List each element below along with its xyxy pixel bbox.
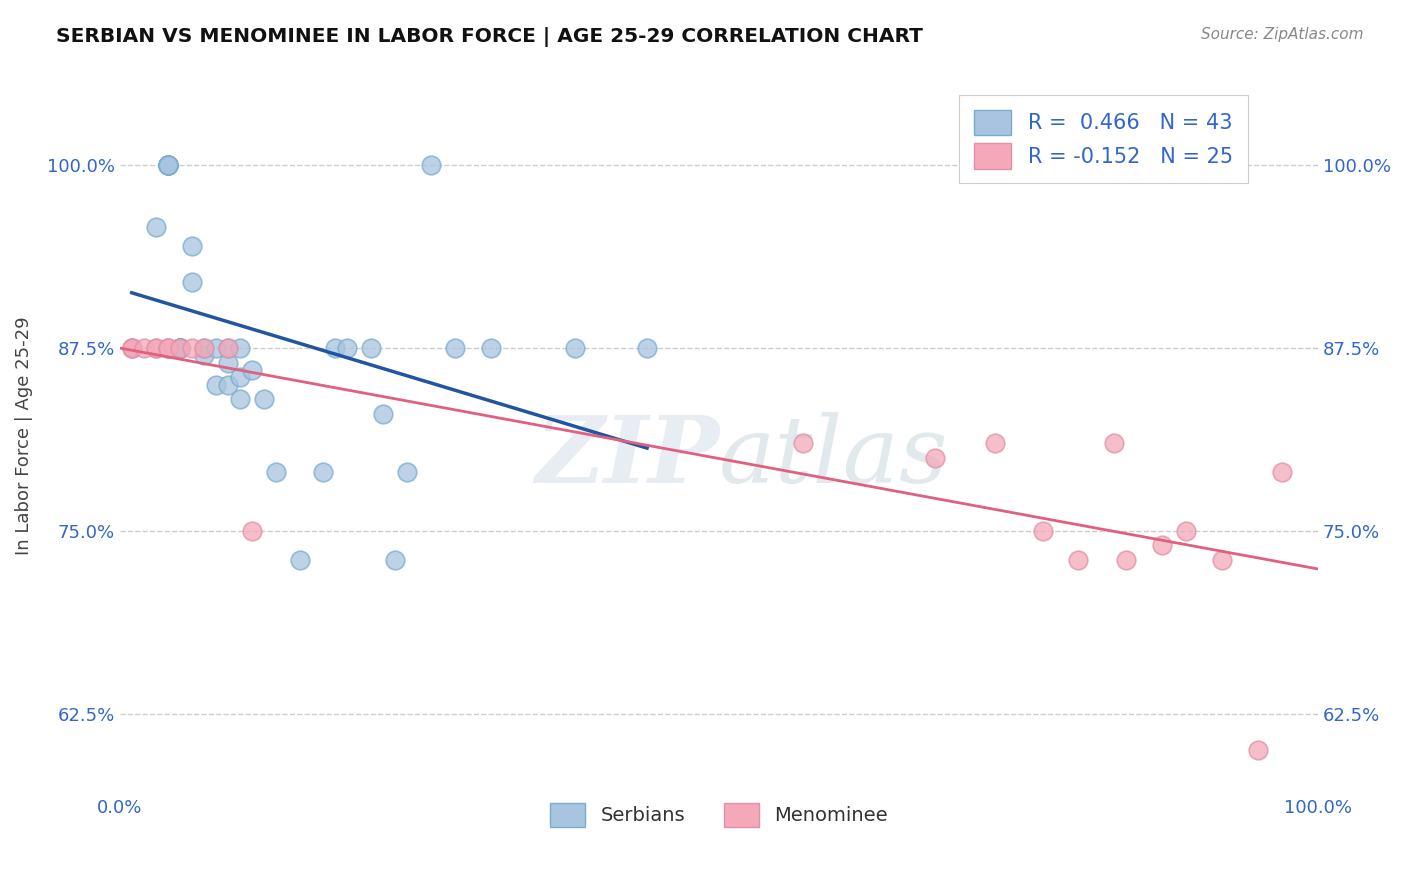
- Point: [217, 341, 239, 355]
- Point: [132, 341, 155, 355]
- Point: [983, 436, 1005, 450]
- Point: [169, 341, 191, 355]
- Point: [264, 465, 287, 479]
- Point: [180, 275, 202, 289]
- Point: [169, 341, 191, 355]
- Point: [156, 158, 179, 172]
- Point: [145, 219, 167, 234]
- Point: [288, 553, 311, 567]
- Point: [228, 370, 250, 384]
- Point: [169, 341, 191, 355]
- Point: [1067, 553, 1090, 567]
- Point: [384, 553, 406, 567]
- Text: Source: ZipAtlas.com: Source: ZipAtlas.com: [1201, 27, 1364, 42]
- Point: [193, 341, 215, 355]
- Point: [145, 341, 167, 355]
- Point: [420, 158, 443, 172]
- Point: [156, 158, 179, 172]
- Point: [156, 158, 179, 172]
- Point: [145, 341, 167, 355]
- Point: [325, 341, 347, 355]
- Point: [636, 341, 658, 355]
- Point: [169, 341, 191, 355]
- Point: [1115, 553, 1137, 567]
- Text: SERBIAN VS MENOMINEE IN LABOR FORCE | AGE 25-29 CORRELATION CHART: SERBIAN VS MENOMINEE IN LABOR FORCE | AG…: [56, 27, 924, 46]
- Point: [1211, 553, 1233, 567]
- Point: [180, 341, 202, 355]
- Point: [169, 341, 191, 355]
- Point: [444, 341, 467, 355]
- Point: [360, 341, 382, 355]
- Point: [1247, 743, 1270, 757]
- Point: [252, 392, 274, 407]
- Y-axis label: In Labor Force | Age 25-29: In Labor Force | Age 25-29: [15, 317, 32, 555]
- Point: [479, 341, 502, 355]
- Point: [1271, 465, 1294, 479]
- Point: [217, 377, 239, 392]
- Point: [156, 158, 179, 172]
- Text: atlas: atlas: [718, 412, 949, 502]
- Point: [156, 158, 179, 172]
- Point: [180, 238, 202, 252]
- Point: [924, 450, 946, 465]
- Point: [1104, 436, 1126, 450]
- Point: [204, 377, 226, 392]
- Point: [1031, 524, 1053, 538]
- Point: [396, 465, 419, 479]
- Point: [228, 341, 250, 355]
- Point: [373, 407, 395, 421]
- Point: [193, 348, 215, 362]
- Point: [169, 341, 191, 355]
- Point: [156, 158, 179, 172]
- Point: [156, 158, 179, 172]
- Point: [228, 392, 250, 407]
- Point: [193, 341, 215, 355]
- Point: [169, 341, 191, 355]
- Point: [217, 356, 239, 370]
- Point: [121, 341, 143, 355]
- Point: [156, 341, 179, 355]
- Point: [240, 363, 263, 377]
- Point: [156, 341, 179, 355]
- Text: ZIP: ZIP: [534, 412, 718, 502]
- Point: [240, 524, 263, 538]
- Point: [564, 341, 586, 355]
- Point: [336, 341, 359, 355]
- Point: [217, 341, 239, 355]
- Point: [792, 436, 814, 450]
- Point: [121, 341, 143, 355]
- Legend: Serbians, Menominee: Serbians, Menominee: [543, 795, 896, 835]
- Point: [1152, 538, 1174, 552]
- Point: [312, 465, 335, 479]
- Point: [1175, 524, 1198, 538]
- Point: [204, 341, 226, 355]
- Point: [121, 341, 143, 355]
- Point: [156, 341, 179, 355]
